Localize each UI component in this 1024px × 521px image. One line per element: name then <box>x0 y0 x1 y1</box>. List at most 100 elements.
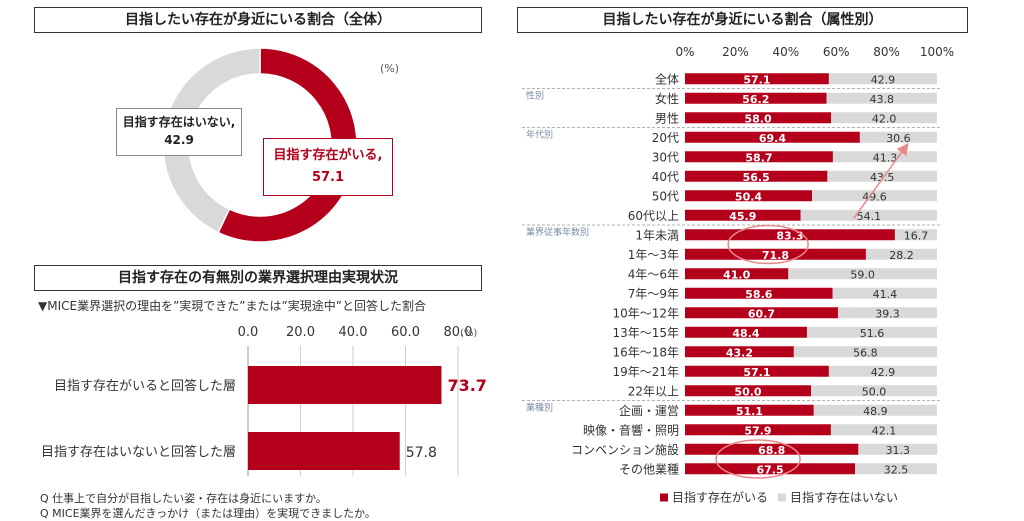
attr-category-label-15: 19年～21年 <box>612 365 679 379</box>
attr-bar-present-4 <box>685 151 833 163</box>
attr-category-label-8: 1年未満 <box>635 228 679 242</box>
attr-value-present-18: 57.9 <box>744 424 771 437</box>
attr-legend-label-absent: 目指す存在はいない <box>790 490 898 505</box>
attr-bar-absent-18 <box>830 424 937 436</box>
callout-present: 目指す存在がいる, 57.1 <box>263 138 393 196</box>
reason-bar-1 <box>248 432 400 470</box>
reason-category-label-0: 目指す存在がいると回答した層 <box>54 378 236 394</box>
attr-value-present-2: 58.0 <box>745 112 772 125</box>
annotation-arrow <box>853 142 909 219</box>
attr-value-absent-11: 41.4 <box>873 288 898 301</box>
attr-value-absent-18: 42.1 <box>872 424 897 437</box>
attr-category-label-19: コンベンション施設 <box>571 442 679 457</box>
attr-bar-absent-19 <box>858 443 938 455</box>
attr-bar-absent-14 <box>793 346 937 358</box>
attr-category-label-6: 50代 <box>652 189 679 203</box>
attr-value-present-3: 69.4 <box>759 132 786 145</box>
attr-category-label-1: 女性 <box>655 91 679 106</box>
attr-bar-absent-16 <box>811 385 937 397</box>
attr-value-present-4: 58.7 <box>745 151 772 164</box>
attr-value-present-17: 51.1 <box>736 405 763 418</box>
attr-value-absent-13: 51.6 <box>860 327 885 340</box>
attr-bar-absent-3 <box>859 131 937 143</box>
attr-tick-5: 100% <box>920 45 954 59</box>
attr-value-present-15: 57.1 <box>743 366 770 379</box>
attr-bar-present-6 <box>685 190 813 202</box>
attr-value-absent-7: 54.1 <box>857 210 882 223</box>
attr-value-absent-1: 43.8 <box>870 93 895 106</box>
attr-bar-present-1 <box>685 92 827 104</box>
attr-bar-present-14 <box>685 346 794 358</box>
attr-bar-present-3 <box>685 131 860 143</box>
attr-value-present-5: 56.5 <box>743 171 770 184</box>
attr-category-label-12: 10年～12年 <box>612 306 679 320</box>
attr-category-label-16: 22年以上 <box>628 384 679 398</box>
attr-tick-3: 60% <box>823 45 850 59</box>
attr-value-absent-19: 31.3 <box>886 444 911 457</box>
callout-present-label: 目指す存在がいる, <box>273 148 383 163</box>
attr-category-label-10: 4年～6年 <box>628 267 679 281</box>
attr-bar-present-12 <box>685 307 838 319</box>
attr-category-label-7: 60代以上 <box>628 209 679 223</box>
attr-bar-absent-7 <box>800 209 937 221</box>
attr-tick-1: 20% <box>722 45 749 59</box>
attr-tick-4: 80% <box>873 45 900 59</box>
attr-bar-absent-9 <box>865 248 937 260</box>
attr-value-absent-15: 42.9 <box>871 366 896 379</box>
attr-category-label-2: 男性 <box>655 111 679 125</box>
attr-group-label-3: 業種別 <box>526 402 553 414</box>
attr-bar-present-15 <box>685 365 829 377</box>
footnote-2: Q MICE業界を選んだきっかけ（または理由）を実現できましたか。 <box>40 507 376 520</box>
attr-bar-present-11 <box>685 287 833 299</box>
reason-tick-2: 40.0 <box>339 325 368 340</box>
attr-bar-present-10 <box>685 268 789 280</box>
reason-value-label-1: 57.8 <box>406 445 437 461</box>
attr-value-absent-8: 16.7 <box>904 229 929 242</box>
reason-panel-title: 目指す存在の有無別の業界選択理由実現状況 <box>34 265 482 291</box>
attr-value-absent-12: 39.3 <box>875 307 900 320</box>
attr-panel-title: 目指したい存在が身近にいる割合（属性別） <box>517 7 968 33</box>
callout-absent: 目指す存在はいない, 42.9 <box>116 108 242 156</box>
callout-absent-label: 目指す存在はいない, <box>122 115 236 129</box>
attr-value-absent-2: 42.0 <box>872 112 897 125</box>
attr-bar-present-9 <box>685 248 866 260</box>
attr-bar-absent-10 <box>788 268 937 280</box>
reason-tick-4: 80.0 <box>444 325 473 340</box>
attr-value-absent-16: 50.0 <box>862 385 887 398</box>
attr-group-label-1: 年代別 <box>526 129 553 141</box>
reason-unit: (%) <box>460 328 477 339</box>
attr-category-label-4: 30代 <box>652 150 679 164</box>
attr-tick-0: 0% <box>675 45 694 59</box>
attr-bar-present-19 <box>685 443 859 455</box>
attr-value-absent-4: 41.3 <box>873 151 898 164</box>
attr-bar-absent-11 <box>832 287 937 299</box>
attr-bar-present-5 <box>685 170 828 182</box>
reason-category-label-1: 目指す存在はいないと回答した層 <box>41 444 236 460</box>
attr-value-absent-6: 49.6 <box>862 190 887 203</box>
attr-group-label-0: 性別 <box>526 90 544 102</box>
attr-tick-2: 40% <box>772 45 799 59</box>
attr-value-present-11: 58.6 <box>745 288 772 301</box>
attr-bar-absent-5 <box>827 170 937 182</box>
attr-value-present-6: 50.4 <box>735 190 762 203</box>
attr-value-present-10: 41.0 <box>723 268 750 281</box>
reason-bar-chart: 0.0 20.0 40.0 60.0 80.0(%) 目指す存在がいると回答した層 73.7… <box>41 325 487 476</box>
reason-value-label-0: 73.7 <box>447 376 486 395</box>
attr-bar-present-20 <box>685 463 856 475</box>
attr-bar-absent-1 <box>826 92 937 104</box>
attr-bar-present-17 <box>685 404 814 416</box>
attr-value-present-14: 43.2 <box>726 346 753 359</box>
attr-category-label-3: 20代 <box>652 131 679 145</box>
attr-group-label-2: 業界従事年数別 <box>526 226 589 238</box>
attr-value-present-16: 50.0 <box>734 385 761 398</box>
donut-slice-1 <box>162 47 261 234</box>
attr-category-label-20: その他業種 <box>619 462 679 476</box>
attr-value-absent-5: 43.5 <box>870 171 895 184</box>
reason-tick-1: 20.0 <box>286 325 315 340</box>
attr-bar-absent-2 <box>831 112 937 124</box>
attr-value-absent-3: 30.6 <box>886 132 911 145</box>
attr-bar-absent-4 <box>832 151 937 163</box>
reason-bar-0 <box>248 366 442 404</box>
attr-bar-present-16 <box>685 385 811 397</box>
attr-bar-absent-20 <box>855 463 937 475</box>
